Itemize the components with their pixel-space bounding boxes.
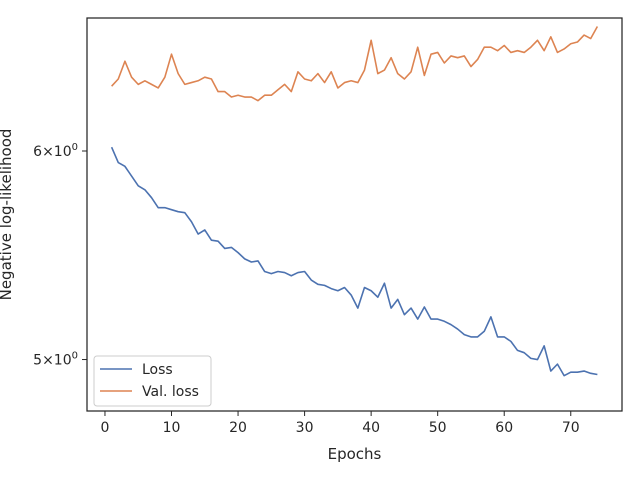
x-tick-label: 70 <box>562 420 580 436</box>
y-axis-label: Negative log-likelihood <box>0 129 15 301</box>
series-line-val-loss <box>111 26 599 102</box>
x-tick-label: 60 <box>495 420 513 436</box>
legend-label-val-loss: Val. loss <box>142 384 199 400</box>
x-tick-label: 30 <box>296 420 314 436</box>
x-tick-label: 20 <box>229 420 247 436</box>
x-tick-label: 50 <box>429 420 447 436</box>
x-tick-label: 0 <box>101 420 110 436</box>
y-axis: 6×100 5×100 <box>33 142 87 369</box>
y-tick-label: 6×100 <box>33 142 78 160</box>
series-line-loss <box>110 146 598 377</box>
x-axis: 0 10 20 30 40 50 60 70 <box>101 411 580 436</box>
y-tick-label: 5×100 <box>33 351 78 369</box>
plot-frame <box>86 17 623 412</box>
series-layer <box>110 26 599 377</box>
x-axis-label: Epochs <box>328 445 382 463</box>
legend: Loss Val. loss <box>93 355 212 407</box>
plot-area <box>87 18 622 411</box>
legend-label-loss: Loss <box>142 362 173 378</box>
x-tick-label: 10 <box>163 420 181 436</box>
x-tick-label: 40 <box>362 420 380 436</box>
